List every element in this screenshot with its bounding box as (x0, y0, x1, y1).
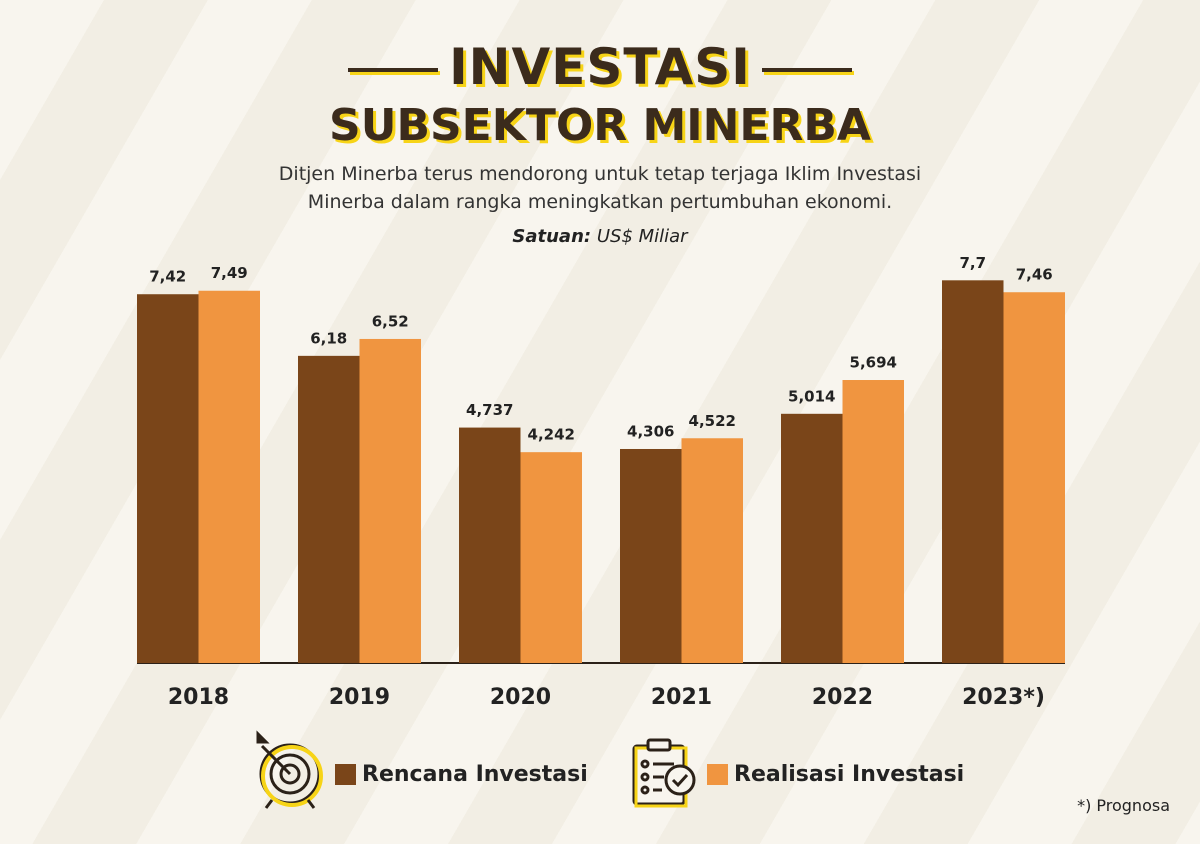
legend-label: Rencana Investasi (362, 762, 588, 787)
x-tick-label: 2021 (651, 685, 712, 710)
bar (842, 380, 904, 663)
chart-title-line2: SUBSEKTOR MINERBA (329, 100, 871, 151)
bar (298, 355, 360, 663)
subtitle: Ditjen Minerba terus mendorong untuk tet… (278, 163, 922, 213)
value-label: 6,52 (372, 312, 409, 330)
note: *) Prognosa (1077, 796, 1170, 815)
x-tick-label: 2023*) (962, 685, 1045, 710)
bar (620, 448, 682, 663)
legend-label: Realisasi Investasi (734, 762, 964, 787)
bar (359, 338, 421, 663)
value-label: 4,242 (528, 426, 575, 444)
bar (781, 413, 843, 663)
value-label: 5,694 (850, 354, 897, 372)
x-tick-label: 2018 (168, 685, 229, 710)
legend-swatch (335, 764, 356, 785)
unit: US$ Miliar (596, 226, 688, 247)
x-tick-label: 2022 (812, 685, 873, 710)
x-tick-label: 2019 (329, 685, 390, 710)
value-label: 6,18 (310, 329, 347, 347)
bar (1003, 292, 1065, 663)
title-rule (348, 68, 438, 72)
value-label: 7,46 (1016, 266, 1053, 284)
unit-prefix: Satuan: (512, 226, 592, 247)
legend-icon-target (256, 730, 323, 809)
bar (137, 294, 199, 663)
value-label: 7,49 (211, 264, 248, 282)
chart-title: INVESTASI (449, 38, 751, 96)
value-label: 7,42 (149, 268, 186, 286)
bar (520, 452, 582, 663)
legend-icon-checklist (632, 738, 696, 808)
value-label: 7,7 (959, 254, 986, 272)
bar (681, 438, 743, 663)
value-label: 4,522 (689, 412, 736, 430)
legend-swatch (707, 764, 728, 785)
bar (942, 280, 1004, 663)
value-label: 4,737 (466, 401, 513, 419)
title-rule (762, 68, 852, 72)
bar (198, 290, 260, 663)
bar (459, 427, 521, 663)
x-tick-label: 2020 (490, 685, 551, 710)
unit-label: Satuan: US$ Miliar (0, 226, 1200, 247)
value-label: 4,306 (627, 422, 674, 440)
value-label: 5,014 (788, 387, 835, 405)
